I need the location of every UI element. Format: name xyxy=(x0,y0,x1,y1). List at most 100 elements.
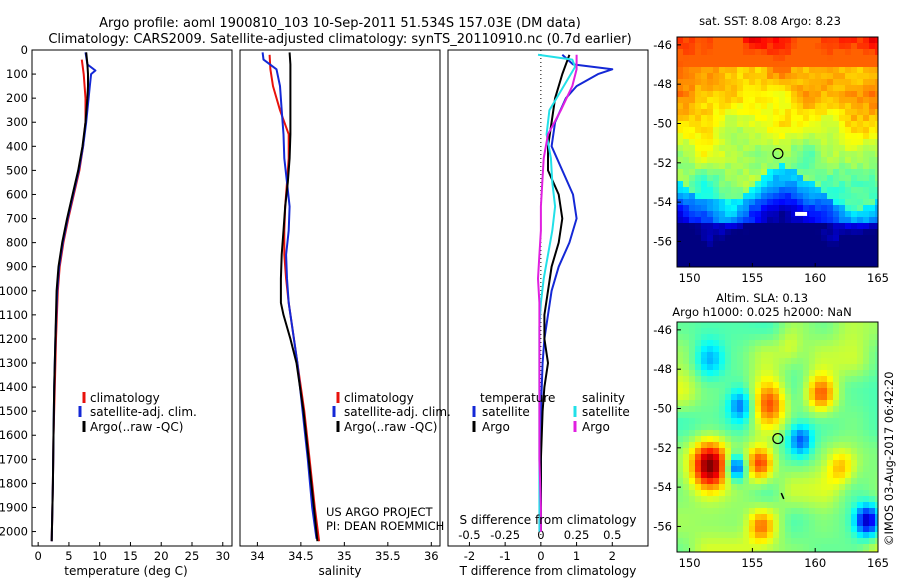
sla-cell xyxy=(845,442,852,449)
sla-cell xyxy=(875,430,878,437)
sla-cell xyxy=(821,484,828,491)
sla-cell xyxy=(821,490,828,497)
sst-cell xyxy=(803,115,810,122)
sla-cell xyxy=(767,442,774,449)
sla-cell xyxy=(797,520,804,527)
sst-cell xyxy=(791,187,798,194)
sla-cell xyxy=(713,418,720,425)
sst-cell xyxy=(827,61,834,68)
sst-cell xyxy=(683,103,690,110)
sst-cell xyxy=(833,91,840,98)
sst-cell xyxy=(821,115,828,122)
sla-cell xyxy=(689,436,696,443)
sla-cell xyxy=(677,442,684,449)
sst-cell xyxy=(827,175,834,182)
sla-cell xyxy=(773,346,780,353)
sst-cell xyxy=(719,259,726,266)
sla-cell xyxy=(737,490,744,497)
sst-cell xyxy=(839,139,846,146)
sla-cell xyxy=(845,406,852,413)
sst-cell xyxy=(695,79,702,86)
sla-cell xyxy=(785,484,792,491)
sst-cell xyxy=(725,187,732,194)
sst-cell xyxy=(725,175,732,182)
sst-cell xyxy=(815,139,822,146)
sla-cell xyxy=(695,466,702,473)
sst-cell xyxy=(785,145,792,152)
sst-cell xyxy=(833,49,840,56)
sla-cell xyxy=(683,484,690,491)
sla-cell xyxy=(743,400,750,407)
sla-cell xyxy=(839,352,846,359)
sla-cell xyxy=(677,358,684,365)
sla-cell xyxy=(839,340,846,347)
sst-cell xyxy=(809,157,816,164)
sst-cell xyxy=(749,151,756,158)
sla-cell xyxy=(821,376,828,383)
sst-cell xyxy=(719,175,726,182)
sla-cell xyxy=(707,532,714,539)
sla-cell xyxy=(749,538,756,545)
sla-cell xyxy=(701,412,708,419)
sla-cell xyxy=(857,358,864,365)
sla-cell xyxy=(731,412,738,419)
sla-cell xyxy=(839,544,846,551)
sst-cell xyxy=(827,121,834,128)
sst-cell xyxy=(797,127,804,134)
sla-cell xyxy=(755,436,762,443)
sst-cell xyxy=(809,175,816,182)
sla-cell xyxy=(767,346,774,353)
sla-cell xyxy=(821,334,828,341)
sst-cell xyxy=(743,49,750,56)
depth-tick-label: 1100 xyxy=(0,308,28,322)
sla-cell xyxy=(755,478,762,485)
sst-cell xyxy=(785,193,792,200)
sla-cell xyxy=(785,340,792,347)
sst-cell xyxy=(749,43,756,50)
sla-cell xyxy=(683,532,690,539)
sst-cell xyxy=(755,43,762,50)
sla-cell xyxy=(875,364,878,371)
x-tick-label: 15 xyxy=(123,549,138,563)
sla-cell xyxy=(791,358,798,365)
sst-cell xyxy=(875,157,878,164)
sst-cell xyxy=(815,181,822,188)
sla-cell xyxy=(869,442,876,449)
sla-cell xyxy=(725,346,732,353)
sla-cell xyxy=(695,436,702,443)
sla-cell xyxy=(809,550,816,552)
sst-cell xyxy=(707,175,714,182)
sst-cell xyxy=(743,247,750,254)
sla-cell xyxy=(725,502,732,509)
sst-cell xyxy=(773,223,780,230)
sst-cell xyxy=(713,229,720,236)
sla-cell xyxy=(755,508,762,515)
sst-cell xyxy=(845,223,852,230)
sst-cell xyxy=(695,181,702,188)
sst-cell xyxy=(707,187,714,194)
sst-cell xyxy=(743,259,750,266)
sla-cell xyxy=(875,376,878,383)
sla-map-subtitle: Argo h1000: 0.025 h2000: NaN xyxy=(672,305,851,319)
sla-cell xyxy=(869,460,876,467)
sst-cell xyxy=(761,151,768,158)
sst-cell xyxy=(821,55,828,62)
sla-cell xyxy=(845,328,852,335)
sla-cell xyxy=(719,460,726,467)
depth-tick-label: 500 xyxy=(6,163,28,177)
sst-cell xyxy=(869,91,876,98)
sla-cell xyxy=(809,406,816,413)
sla-cell xyxy=(755,544,762,551)
sla-cell xyxy=(857,322,864,329)
sla-cell xyxy=(689,406,696,413)
sla-cell xyxy=(791,502,798,509)
series-line-argo-raw-qc- xyxy=(50,52,89,542)
sst-cell xyxy=(677,73,684,80)
sla-cell xyxy=(743,550,750,552)
sst-cell xyxy=(707,43,714,50)
sla-cell xyxy=(743,532,750,539)
sla-cell xyxy=(737,322,744,329)
sst-cell xyxy=(725,193,732,200)
sst-cell xyxy=(797,145,804,152)
sst-cell xyxy=(863,103,870,110)
